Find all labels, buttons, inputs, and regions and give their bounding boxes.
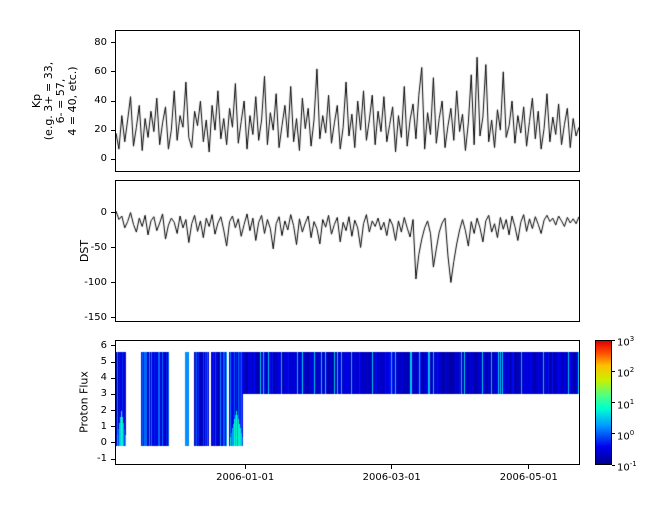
- y-tick-label: 4: [100, 372, 107, 384]
- colorbar-tick-mark: [612, 402, 615, 403]
- y-tick-mark: [111, 442, 115, 444]
- y-tick-label: -50: [90, 241, 107, 253]
- colorbar-tick-label: 10-1: [617, 460, 637, 474]
- colorbar-tick-mark: [612, 464, 615, 466]
- y-tick-label: -100: [84, 276, 107, 288]
- y-tick-mark: [111, 393, 115, 395]
- y-tick-label: 2: [100, 404, 107, 416]
- x-tick-label: 2006-01-01: [216, 472, 275, 483]
- colorbar-tick-label: 101: [617, 397, 635, 411]
- dst-plot-canvas: [116, 181, 579, 321]
- colorbar-gradient: [596, 341, 611, 464]
- proton-flux-panel: [115, 340, 580, 465]
- colorbar-tick-mark: [612, 339, 615, 341]
- y-tick-label: 1: [100, 420, 107, 432]
- y-tick-mark: [111, 129, 115, 131]
- y-tick-label: -150: [84, 311, 107, 323]
- x-tick-label: 2006-05-01: [499, 472, 558, 483]
- x-tick-mark: [391, 465, 393, 469]
- y-tick-label: 80: [94, 36, 107, 48]
- y-tick-label: 3: [100, 388, 107, 400]
- y-tick-label: 5: [100, 356, 107, 368]
- y-tick-mark: [111, 282, 115, 283]
- proton-flux-heatmap-canvas: [116, 341, 579, 464]
- y-tick-label: 60: [94, 65, 107, 77]
- y-tick-mark: [111, 100, 115, 102]
- y-tick-label: 0: [100, 206, 107, 218]
- colorbar-tick-label: 103: [617, 335, 635, 349]
- kp-plot-canvas: [116, 31, 579, 171]
- y-tick-mark: [111, 345, 115, 347]
- x-tick-mark: [244, 465, 246, 469]
- dst-panel: [115, 180, 580, 322]
- y-tick-label: -1: [97, 453, 107, 465]
- y-tick-mark: [111, 317, 115, 318]
- y-tick-mark: [111, 410, 115, 412]
- y-tick-mark: [111, 212, 115, 213]
- y-tick-mark: [111, 158, 115, 160]
- y-tick-mark: [111, 426, 115, 428]
- colorbar-tick-label: 102: [617, 366, 635, 380]
- y-tick-label: 0: [100, 153, 107, 165]
- y-tick-label: 40: [94, 95, 107, 106]
- y-tick-mark: [111, 377, 115, 379]
- y-tick-label: 20: [94, 124, 107, 136]
- y-tick-label: 0: [100, 436, 107, 448]
- x-tick-mark: [528, 465, 530, 469]
- x-tick-label: 2006-03-01: [362, 472, 421, 483]
- colorbar-tick-mark: [612, 370, 615, 372]
- colorbar: [595, 340, 612, 465]
- y-tick-mark: [111, 458, 115, 460]
- colorbar-tick-label: 100: [617, 428, 635, 443]
- y-tick-mark: [111, 71, 115, 73]
- y-tick-label: 6: [100, 339, 107, 351]
- y-tick-mark: [111, 42, 115, 44]
- colorbar-tick-mark: [612, 433, 615, 435]
- y-tick-mark: [111, 247, 115, 248]
- y-tick-mark: [111, 361, 115, 363]
- kp-panel: [115, 30, 580, 172]
